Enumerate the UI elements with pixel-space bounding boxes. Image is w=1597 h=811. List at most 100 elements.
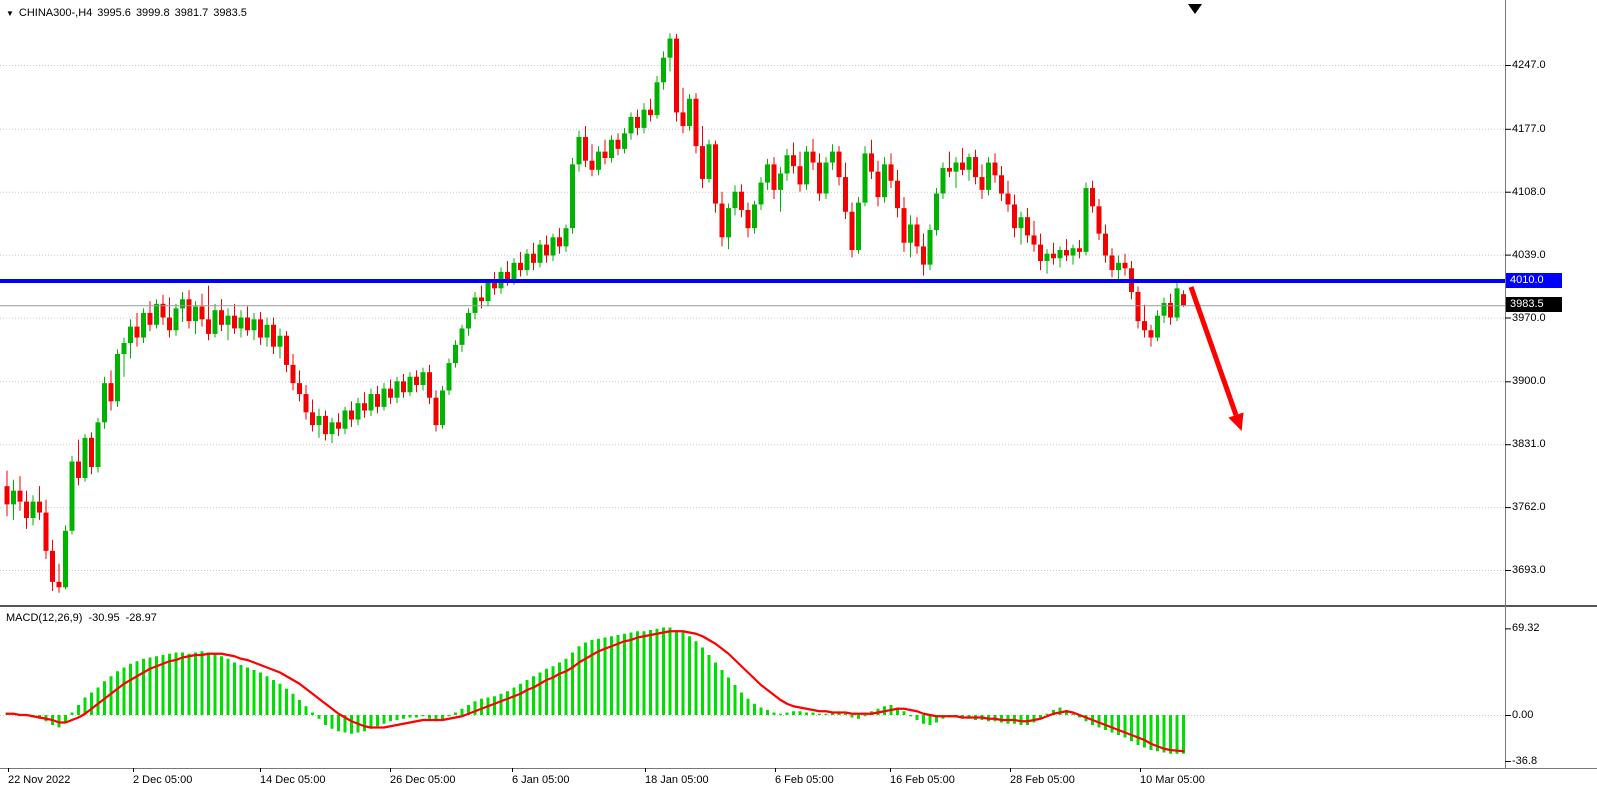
macd-bar (1058, 707, 1062, 715)
candle-body (934, 193, 939, 230)
macd-bar (220, 656, 223, 715)
macd-bar (1149, 715, 1153, 750)
macd-bar (493, 696, 496, 715)
macd-bar (1175, 715, 1179, 754)
candle-body (1012, 204, 1017, 229)
macd-bar (311, 712, 314, 715)
candle-body (986, 162, 991, 190)
candlestick-series[interactable] (4, 33, 1187, 593)
candle-body (869, 153, 874, 172)
ohlc-open: 3995.6 (97, 7, 131, 19)
macd-bar (603, 637, 607, 715)
candle-body (778, 173, 783, 190)
macd-signal-line[interactable] (5, 630, 1185, 753)
symbol-period-label: CHINA300-,H4 (18, 7, 93, 19)
candle-body (303, 394, 309, 413)
macd-bar (922, 715, 925, 724)
candle-body (804, 151, 809, 185)
macd-bar (57, 715, 61, 728)
macd-bar (77, 705, 80, 715)
macd-bar (246, 667, 249, 715)
macd-bar (135, 661, 139, 715)
candle-body (134, 326, 140, 338)
candle-body (817, 162, 822, 194)
macd-bar (506, 691, 509, 715)
macd-bar (415, 715, 418, 718)
candle-body (557, 237, 562, 247)
candle-body (323, 415, 328, 435)
candle-body (37, 501, 42, 513)
candle-body (505, 271, 510, 280)
macd-bar (805, 712, 808, 715)
candle-body (1122, 262, 1128, 269)
macd-bar (96, 687, 100, 715)
macd-bar (129, 663, 132, 715)
macd-bar (330, 715, 334, 729)
candle-body (290, 364, 296, 384)
candle-body (765, 164, 770, 183)
candle-body (199, 306, 205, 320)
candle-body (992, 162, 998, 176)
candle-body (154, 303, 159, 325)
macd-bar (441, 715, 444, 720)
candle-body (362, 403, 367, 411)
axis-ticks (8, 65, 1511, 772)
candle-body (251, 319, 257, 331)
candle-body (238, 317, 244, 329)
candle-body (141, 312, 146, 338)
macd-bar (772, 712, 776, 715)
macd-bar (759, 707, 763, 715)
candle-body (76, 461, 81, 478)
candle-body (953, 162, 959, 172)
macd-bar (779, 713, 782, 715)
candle-body (225, 315, 231, 325)
macd-bar (285, 688, 288, 715)
macd-bar (116, 671, 119, 715)
candle-body (186, 299, 192, 322)
trend-arrow-annotation[interactable] (1188, 286, 1244, 432)
candle-body (180, 299, 185, 309)
candle-body (550, 237, 556, 256)
candle-body (700, 146, 705, 179)
macd-bar (844, 713, 847, 715)
candle-body (466, 312, 471, 329)
candle-body (336, 422, 341, 429)
candle-body (401, 381, 406, 393)
candle-body (4, 486, 10, 505)
macd-bar (746, 698, 750, 715)
macd-bar (376, 715, 379, 727)
macd-bar (70, 712, 74, 715)
macd-bar (155, 656, 158, 715)
macd-histogram[interactable] (5, 627, 1186, 754)
macd-bar (597, 638, 600, 715)
macd-bar (811, 712, 815, 715)
macd-bar (694, 641, 698, 715)
candle-body (1096, 206, 1102, 234)
candle-body (1181, 294, 1186, 306)
candle-body (531, 253, 536, 263)
macd-bar (727, 677, 730, 715)
macd-bar (915, 715, 919, 720)
candle-body (30, 501, 36, 519)
macd-bar (168, 653, 171, 715)
symbol-dropdown-icon[interactable]: ▼ (6, 8, 14, 18)
macd-bar (902, 711, 906, 715)
macd-bar (213, 653, 217, 715)
macd-bar (1182, 715, 1185, 754)
macd-bar (610, 636, 613, 715)
candle-body (940, 168, 946, 194)
macd-bar (447, 715, 451, 717)
candle-body (1161, 302, 1167, 316)
macd-bar (733, 685, 737, 715)
candle-body (797, 166, 803, 185)
candle-body (56, 581, 62, 588)
macd-bar (863, 715, 867, 717)
candle-body (706, 144, 712, 179)
candle-body (17, 490, 23, 502)
candle-body (219, 310, 224, 325)
candle-body (524, 253, 530, 271)
candle-body (1155, 315, 1160, 338)
macd-bar (837, 712, 841, 715)
